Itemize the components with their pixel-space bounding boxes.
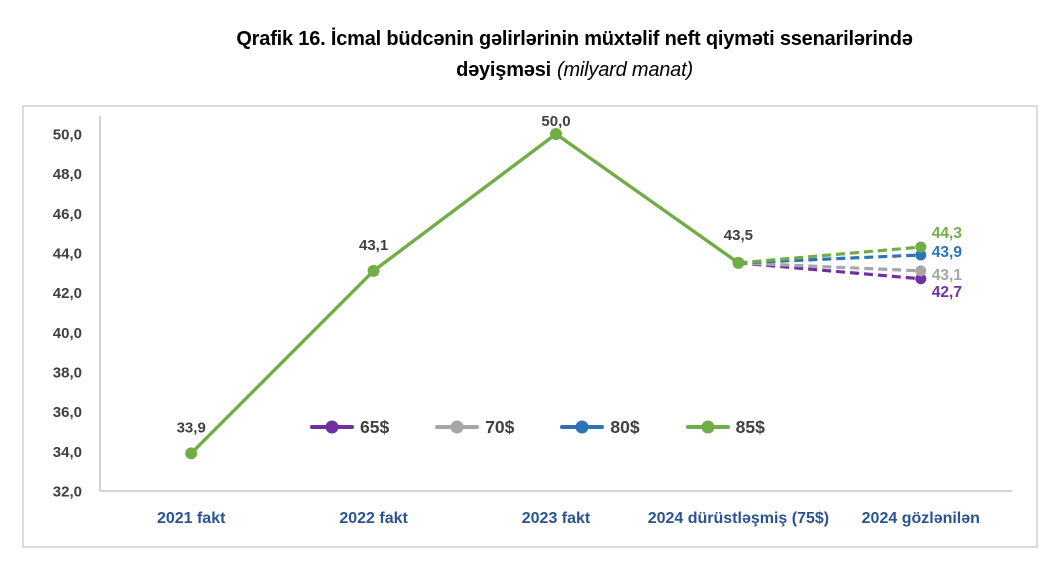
chart-title-emphasis: dəyişməsi bbox=[456, 59, 551, 81]
chart-title: Qrafik 16. İcmal büdcənin gəlirlərinin m… bbox=[100, 24, 1049, 86]
fact-point bbox=[550, 128, 562, 140]
x-category-label: 2024 dürüstləşmiş (75$) bbox=[648, 510, 829, 527]
y-tick-label: 40,0 bbox=[53, 325, 82, 342]
fact-point-label: 43,5 bbox=[724, 227, 753, 244]
legend-item-85$: 85$ bbox=[685, 416, 765, 438]
legend-label: 70$ bbox=[485, 416, 515, 437]
chart-area: 32,0 34,0 36,0 38,0 40,0 42,0 44,0 46,0 48,0 50,0… bbox=[22, 105, 1038, 548]
legend-marker-dot bbox=[701, 420, 715, 434]
chart-title-line1: Qrafik 16. İcmal büdcənin gəlirlərinin m… bbox=[236, 28, 913, 50]
legend-label: 80$ bbox=[610, 416, 640, 437]
legend-item-80$: 80$ bbox=[560, 416, 640, 438]
x-category-label: 2024 gözlənilən bbox=[862, 510, 980, 527]
series-end-label-80$: 43,9 bbox=[932, 244, 963, 261]
chart-svg: 32,0 34,0 36,0 38,0 40,0 42,0 44,0 46,0 48,0 50,0… bbox=[53, 113, 1012, 527]
legend: 65$ 70$ 80$ 85$ bbox=[310, 411, 765, 443]
y-tick-label: 38,0 bbox=[53, 365, 82, 382]
series-end-label-70$: 43,1 bbox=[932, 267, 963, 284]
legend-line-swatch bbox=[435, 420, 480, 434]
legend-marker-dot bbox=[575, 420, 589, 434]
series-endpoint-65$ bbox=[915, 273, 927, 285]
series-endpoint-70$ bbox=[915, 265, 927, 277]
fact-point bbox=[732, 256, 745, 269]
legend-marker-dot bbox=[325, 420, 339, 434]
legend-line-swatch bbox=[310, 420, 354, 434]
fact-point-label: 43,1 bbox=[359, 237, 388, 254]
fact-point-label: 33,9 bbox=[177, 419, 206, 436]
series-endpoint-85$ bbox=[915, 241, 927, 253]
y-tick-label: 34,0 bbox=[53, 444, 82, 461]
x-category-label: 2023 fakt bbox=[522, 510, 591, 527]
fact-point bbox=[185, 447, 198, 460]
legend-marker-dot bbox=[450, 420, 464, 434]
y-tick-label: 36,0 bbox=[53, 404, 82, 421]
series-endpoint-80$ bbox=[915, 249, 927, 261]
legend-label: 65$ bbox=[360, 416, 390, 437]
x-category-label: 2022 fakt bbox=[339, 510, 408, 527]
y-tick-label: 42,0 bbox=[53, 285, 82, 302]
y-tick-label: 46,0 bbox=[53, 206, 82, 223]
fact-point-label: 50,0 bbox=[541, 113, 570, 130]
legend-line-swatch bbox=[560, 420, 605, 434]
y-tick-label: 50,0 bbox=[53, 127, 82, 144]
series-line-70$ bbox=[738, 261, 921, 273]
x-category-label: 2021 fakt bbox=[157, 510, 226, 527]
y-tick-label: 32,0 bbox=[53, 484, 82, 501]
chart-title-unit-note: (milyard manat) bbox=[557, 59, 693, 81]
y-tick-label: 44,0 bbox=[53, 246, 82, 263]
fact-line bbox=[189, 132, 740, 455]
chart-title-line2: dəyişməsi (milyard manat) bbox=[100, 55, 1049, 86]
legend-label: 85$ bbox=[735, 416, 765, 437]
series-end-label-65$: 42,7 bbox=[932, 284, 962, 301]
series-end-label-85$: 44,3 bbox=[932, 225, 963, 242]
legend-item-70$: 70$ bbox=[435, 417, 514, 438]
legend-line-swatch bbox=[685, 420, 730, 434]
y-tick-label: 48,0 bbox=[53, 166, 82, 183]
fact-point bbox=[367, 264, 380, 277]
legend-item-65$: 65$ bbox=[310, 417, 389, 438]
series-line-85$ bbox=[738, 245, 921, 265]
